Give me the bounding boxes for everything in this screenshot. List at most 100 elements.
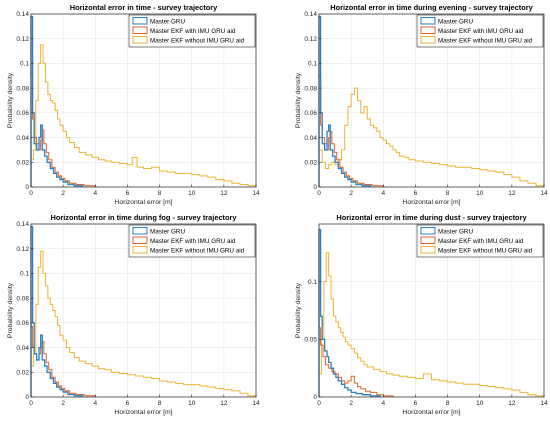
legend-box xyxy=(128,224,256,258)
x-tick-label: 6 xyxy=(126,400,130,407)
y-tick-label: 0.1 xyxy=(308,61,317,68)
y-tick-label: 0.05 xyxy=(304,337,317,344)
legend-swatch xyxy=(420,236,436,244)
legend-swatch xyxy=(420,227,436,235)
legend-label: Master GRU xyxy=(150,18,185,25)
y-tick-label: 0 xyxy=(25,184,29,191)
legend-box xyxy=(128,14,256,48)
x-tick-label: 14 xyxy=(252,190,260,197)
y-tick-label: 0.08 xyxy=(16,85,29,92)
legend-label: Master EKF with IMU GRU aid xyxy=(150,28,236,35)
y-tick-label: 0.08 xyxy=(16,295,29,302)
y-tick-label: 0.06 xyxy=(16,320,29,327)
y-tick-label: 0.04 xyxy=(304,135,317,142)
legend-label: Master EKF with IMU GRU aid xyxy=(150,238,236,245)
y-tick-label: 0.06 xyxy=(16,110,29,117)
y-tick-label: 0.14 xyxy=(304,11,317,18)
y-tick-label: 0.08 xyxy=(304,85,317,92)
legend: Master GRU Master EKF with IMU GRU aid Mas… xyxy=(416,224,544,258)
x-tick-label: 10 xyxy=(188,400,196,407)
x-tick-label: 10 xyxy=(188,190,196,197)
x-tick-label: 2 xyxy=(349,190,353,197)
series-line xyxy=(30,225,84,397)
legend-label: Master EKF without IMU GRU aid xyxy=(150,247,245,254)
legend-label: Master EKF without IMU GRU aid xyxy=(438,247,533,254)
chart-panel: 0 2 4 6 8 10 12 14 0 0.05 0.1 Horizontal error in t… xyxy=(295,213,548,416)
x-tick-label: 12 xyxy=(508,190,516,197)
legend: Master GRU Master EKF with IMU GRU aid Mas… xyxy=(128,224,256,258)
axes-frame xyxy=(30,13,257,188)
y-tick-label: 0.06 xyxy=(304,110,317,117)
legend-swatch xyxy=(420,17,436,25)
legend-swatch xyxy=(420,26,436,34)
legend: Master GRU Master EKF with IMU GRU aid Mas… xyxy=(416,14,544,48)
y-tick-label: 0 xyxy=(25,394,29,401)
x-tick-label: 4 xyxy=(93,400,97,407)
y-tick-label: 0.12 xyxy=(304,36,317,43)
x-tick-label: 4 xyxy=(93,190,97,197)
x-tick-label: 0 xyxy=(317,400,321,407)
legend: Master GRU Master EKF with IMU GRU aid Mas… xyxy=(128,14,256,48)
x-tick-label: 14 xyxy=(540,400,548,407)
x-axis-label: Horizontal error [m] xyxy=(402,199,460,206)
y-tick-label: 0.1 xyxy=(20,271,29,278)
x-tick-label: 8 xyxy=(158,190,162,197)
chart-panel: 0 2 4 6 8 10 12 14 0 0.02 0.04 0.06 0.08 0.1 0.12 0.14 H… xyxy=(295,3,548,206)
legend-label: Master EKF without IMU GRU aid xyxy=(150,37,245,44)
x-tick-label: 10 xyxy=(476,190,484,197)
x-tick-label: 0 xyxy=(317,190,321,197)
chart-panel: 0 2 4 6 8 10 12 14 0 0.02 0.04 0.06 0.08 0.1 0.12 0.14 H… xyxy=(7,3,260,206)
x-tick-label: 6 xyxy=(126,190,130,197)
x-tick-label: 14 xyxy=(540,190,548,197)
x-tick-label: 2 xyxy=(61,190,65,197)
legend-label: Master GRU xyxy=(438,228,473,235)
legend-box xyxy=(416,224,544,258)
x-tick-label: 4 xyxy=(381,190,385,197)
y-tick-label: 0.04 xyxy=(16,135,29,142)
y-tick-label: 0.1 xyxy=(20,61,29,68)
x-axis-label: Horizontal error [m] xyxy=(114,409,172,416)
series-line xyxy=(30,15,84,187)
legend-swatch xyxy=(132,246,148,254)
series-line xyxy=(318,75,384,187)
legend-swatch xyxy=(132,227,148,235)
series-line xyxy=(318,252,545,397)
legend-box xyxy=(416,14,544,48)
series-line xyxy=(30,44,257,187)
chart-title: Horizontal error in time during fog - su… xyxy=(50,213,237,222)
x-axis-label: Horizontal error [m] xyxy=(114,199,172,206)
y-tick-label: 0.04 xyxy=(16,345,29,352)
x-tick-label: 0 xyxy=(29,400,33,407)
x-tick-label: 12 xyxy=(220,400,228,407)
x-tick-label: 12 xyxy=(508,400,516,407)
y-tick-label: 0.14 xyxy=(16,221,29,228)
x-tick-label: 10 xyxy=(476,400,484,407)
legend-label: Master GRU xyxy=(438,18,473,25)
x-tick-label: 2 xyxy=(349,400,353,407)
y-tick-label: 0.14 xyxy=(16,11,29,18)
legend-swatch xyxy=(132,17,148,25)
y-tick-label: 0 xyxy=(313,184,317,191)
chart-panel: 0 2 4 6 8 10 12 14 0 0.02 0.04 0.06 0.08 0.1 0.12 0.14 H… xyxy=(7,213,260,416)
y-tick-label: 0.1 xyxy=(308,279,317,286)
y-tick-label: 0.02 xyxy=(16,369,29,376)
legend-swatch xyxy=(420,36,436,44)
series-line xyxy=(318,229,381,397)
x-tick-label: 12 xyxy=(220,190,228,197)
chart-title: Horizontal error in time during dust - s… xyxy=(336,213,527,222)
chart-title: Horizontal error in time during evening … xyxy=(330,3,533,12)
series-line xyxy=(30,250,257,397)
legend-swatch xyxy=(132,36,148,44)
x-tick-label: 8 xyxy=(446,190,450,197)
x-tick-label: 4 xyxy=(381,400,385,407)
y-axis-label: Probability density xyxy=(295,72,302,128)
y-tick-label: 0.02 xyxy=(304,159,317,166)
y-axis-label: Probability density xyxy=(7,282,14,338)
legend-label: Master EKF with IMU GRU aid xyxy=(438,28,524,35)
x-tick-label: 0 xyxy=(29,190,33,197)
chart-title: Horizontal error in time - survey trajec… xyxy=(70,3,218,12)
axes-frame xyxy=(318,223,545,398)
legend-label: Master GRU xyxy=(150,228,185,235)
series-line xyxy=(318,327,394,397)
